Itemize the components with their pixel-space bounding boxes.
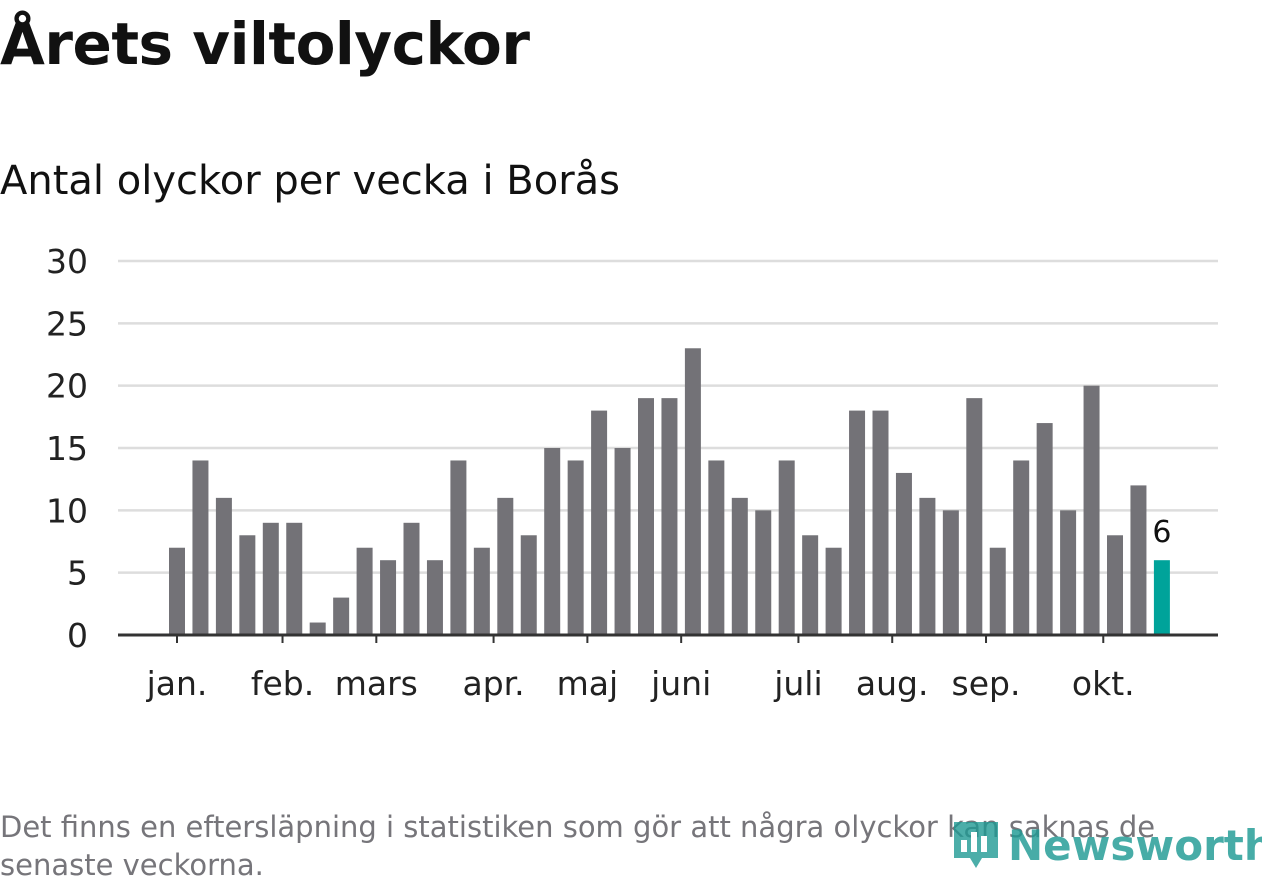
y-tick-label: 20 xyxy=(46,367,88,406)
bar xyxy=(919,497,936,635)
bar xyxy=(473,547,490,635)
bar xyxy=(286,522,303,635)
bar xyxy=(1083,385,1100,635)
bar xyxy=(169,547,185,635)
bar-chart: 0 5 10 15 20 25 30 6 jan. feb. mars apr. maj juni juli… xyxy=(46,242,1218,703)
bar xyxy=(755,510,772,635)
logo-text: Newsworthy xyxy=(1008,820,1262,870)
chart-subtitle: Antal olyckor per vecka i Borås xyxy=(0,158,621,204)
bar xyxy=(661,398,678,635)
x-tick-label: sep. xyxy=(952,664,1021,703)
bar xyxy=(356,547,373,635)
bar xyxy=(1130,485,1147,635)
x-tick-label: aug. xyxy=(856,664,929,703)
bar xyxy=(192,460,209,635)
bar xyxy=(895,472,912,635)
bar xyxy=(872,410,889,635)
x-tick-label: maj xyxy=(557,664,619,703)
bar xyxy=(450,460,467,635)
bar xyxy=(497,497,514,635)
bar xyxy=(684,348,701,635)
bar xyxy=(849,410,866,635)
x-tick-label: jan. xyxy=(146,664,208,703)
bar xyxy=(262,522,279,635)
y-tick-label: 15 xyxy=(46,429,88,468)
x-tick-label: juni xyxy=(650,664,711,703)
bar xyxy=(731,497,748,635)
x-tick-label: apr. xyxy=(462,664,524,703)
x-tick-label: feb. xyxy=(251,664,314,703)
bar xyxy=(426,560,443,635)
bar xyxy=(1060,510,1077,635)
bar xyxy=(825,547,842,635)
newsworthy-logo[interactable]: Newsworthy xyxy=(950,818,1262,872)
bar xyxy=(1013,460,1030,635)
bar xyxy=(215,497,232,635)
y-tick-label: 10 xyxy=(46,491,88,530)
x-tick-label: okt. xyxy=(1072,664,1135,703)
bar xyxy=(614,448,631,635)
y-tick-label: 25 xyxy=(46,304,88,343)
bar xyxy=(333,597,350,635)
bar xyxy=(544,448,561,635)
y-tick-label: 0 xyxy=(67,616,88,655)
bar xyxy=(309,622,326,635)
bar xyxy=(1107,535,1123,635)
bar xyxy=(638,398,654,635)
bar xyxy=(520,535,537,635)
bar xyxy=(966,398,983,635)
bar xyxy=(708,460,725,635)
x-tick-label: mars xyxy=(335,664,418,703)
y-tick-label: 5 xyxy=(67,554,88,593)
bar xyxy=(567,460,584,635)
last-value-label: 6 xyxy=(1152,515,1171,550)
bar xyxy=(802,535,819,635)
bar xyxy=(942,510,959,635)
bar xyxy=(380,560,397,635)
x-tick-label: juli xyxy=(773,664,822,703)
newsworthy-logo-icon xyxy=(954,822,998,868)
bar xyxy=(1036,423,1053,635)
y-tick-label: 30 xyxy=(46,242,88,281)
bar xyxy=(591,410,608,635)
bar xyxy=(239,535,256,635)
bar xyxy=(778,460,795,635)
bar-current-week xyxy=(1153,560,1170,635)
bar xyxy=(403,522,420,635)
chart-title: Årets viltolyckor xyxy=(0,10,530,78)
bar xyxy=(989,547,1006,635)
